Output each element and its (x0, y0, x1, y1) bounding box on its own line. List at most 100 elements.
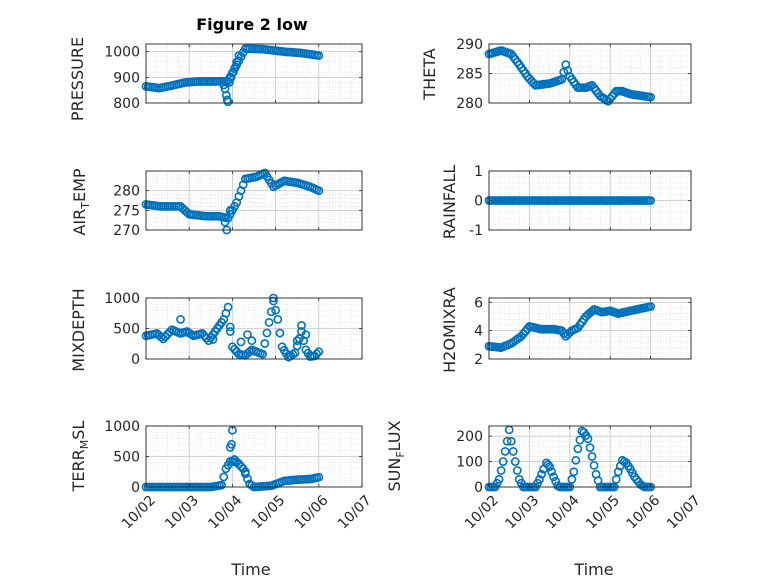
x-tick-label: 10/03 (162, 493, 202, 533)
y-tick-label: 2 (474, 352, 483, 368)
data-point (225, 205, 235, 215)
y-tick-label: 0 (474, 480, 483, 496)
data-point (208, 335, 218, 344)
axes-box (145, 43, 363, 104)
y-tick-label: 100 (456, 455, 483, 471)
data-point (158, 334, 168, 344)
y-tick-label: 280 (456, 96, 483, 112)
data-point (226, 72, 236, 82)
x-tick-label: 10/04 (543, 492, 583, 532)
data-point (240, 467, 250, 477)
data-point (500, 447, 510, 456)
data-point (176, 314, 185, 324)
data-point (611, 474, 621, 484)
ylabel-h2omixra: H2OMIXRA (440, 287, 459, 373)
data-point (260, 339, 270, 348)
panels-group: 8009001000280285290270275280-10105001000… (104, 37, 703, 532)
x-tick-label: 10/02 (119, 493, 159, 533)
data-point (273, 314, 283, 324)
x-tick-label: 10/04 (205, 492, 245, 532)
panel-rainfall: -1 0 1 (469, 164, 692, 239)
data-point (161, 332, 170, 341)
data-point (232, 457, 242, 467)
data-point (225, 327, 235, 336)
data-point (314, 472, 324, 482)
panel-h2omixra: 2 4 6 (474, 295, 692, 368)
x-tick-label: 10/06 (292, 492, 332, 532)
data-point (264, 317, 274, 327)
x-tick-label: 10/05 (249, 493, 289, 533)
y-tick-label: 1000 (104, 291, 140, 307)
panel-terr_msl-xticklabels: 10/02 10/03 10/04 10/05 10/06 10/07 (119, 492, 375, 532)
y-tick-label: 285 (456, 67, 483, 83)
panel-sun_flux: 0 100 200 10/02 10/03 10/04 10/05 10/06 10/07 (456, 425, 704, 533)
x-tick-label: 10/03 (502, 493, 542, 533)
data-point (510, 457, 520, 466)
data-point (312, 349, 322, 359)
data-point (227, 439, 236, 449)
data-point (549, 472, 559, 482)
data-point (314, 186, 324, 196)
data-point (496, 466, 506, 475)
x-tick-label: 10/06 (624, 492, 664, 532)
data-point (243, 330, 252, 339)
ylabel-sun-flux: SUNFLUX (385, 420, 407, 491)
y-tick-label: 270 (113, 223, 140, 239)
data-point (575, 435, 585, 445)
data-point (506, 436, 516, 446)
y-tick-label: 500 (113, 322, 140, 338)
ylabel-air-temp: AIRTEMP (70, 168, 92, 235)
data-point (223, 97, 233, 107)
data-point (231, 62, 240, 72)
data-point (227, 342, 237, 352)
x-tick-label: 10/02 (462, 493, 502, 533)
data-point (589, 460, 599, 470)
y-tick-label: 1 (474, 164, 483, 180)
y-tick-label: 0 (131, 352, 140, 368)
data-point (220, 217, 230, 227)
data-point (551, 476, 561, 486)
data-point (271, 305, 280, 315)
ylabel-mixdepth: MIXDEPTH (69, 288, 88, 371)
data-point (587, 452, 597, 461)
y-tick-label: 6 (474, 295, 483, 311)
x-tick-label: 10/07 (335, 493, 375, 533)
data-point (498, 457, 508, 466)
data-point (247, 336, 257, 346)
data-point (613, 467, 623, 477)
data-point (545, 462, 554, 472)
data-point (587, 306, 597, 316)
data-point (567, 474, 577, 484)
y-tick-label: 290 (456, 37, 483, 53)
y-tick-label: 0 (131, 480, 140, 496)
ylabel-theta: THETA (420, 48, 439, 100)
y-tick-label: 500 (113, 450, 140, 466)
data-point (163, 329, 172, 339)
data-point (646, 196, 655, 205)
data-point (234, 51, 244, 60)
data-point (502, 436, 512, 446)
ylabel-terr-msl: TERRMSL (69, 421, 91, 493)
y-tick-label: 800 (113, 96, 140, 112)
axes-box (488, 425, 692, 488)
data-point (275, 328, 285, 338)
data-point (314, 347, 324, 357)
data-point (262, 328, 272, 338)
data-point (217, 480, 226, 490)
y-tick-label: 1000 (104, 419, 140, 435)
axes-box (145, 170, 363, 231)
data-point (535, 474, 544, 484)
y-tick-label: 275 (113, 203, 140, 219)
panel-air_temp: 270 275 280 (113, 168, 363, 239)
data-point (234, 459, 244, 469)
ylabel-pressure: PRESSURE (68, 37, 87, 121)
y-tick-label: 200 (456, 429, 483, 445)
data-point (512, 466, 522, 475)
data-point (646, 302, 655, 311)
y-tick-label: 4 (474, 324, 483, 340)
data-point (543, 460, 553, 470)
panel-theta: 280 285 290 (456, 37, 692, 112)
data-point (537, 469, 546, 479)
data-point (292, 336, 302, 346)
data-point (224, 78, 234, 87)
